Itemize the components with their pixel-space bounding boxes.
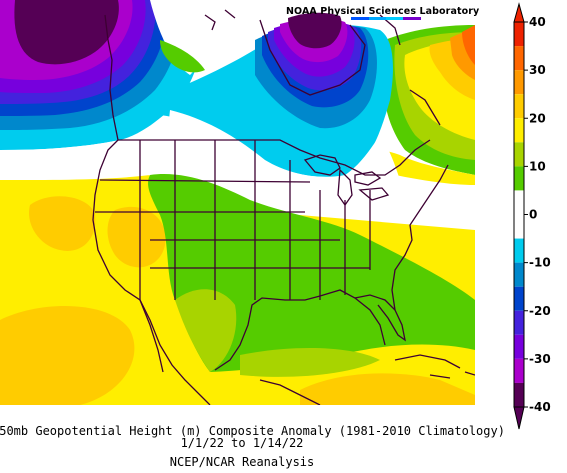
- colorbar-bin: [514, 310, 524, 335]
- colorbar-bin: [514, 262, 524, 287]
- colorbar-tick-label: -30: [529, 352, 551, 366]
- colorbar-bin: [514, 214, 524, 239]
- colorbar-tick-label: -40: [529, 400, 551, 414]
- colorbar-tick-label: 30: [529, 63, 546, 77]
- credit-title: NOAA Physical Sciences Laboratory: [286, 6, 480, 17]
- colorbar-bin: [514, 190, 524, 215]
- colorbar-tick-label: 20: [529, 111, 546, 125]
- colorbar-bin: [514, 22, 524, 47]
- credit-underline: [351, 17, 421, 20]
- colorbar-tick-label: -20: [529, 304, 551, 318]
- colorbar-bin: [514, 358, 524, 383]
- map-boundaries: [92, 9, 475, 405]
- colorbar: 40 30 20 10 0 -10 -20 -30 -40: [513, 2, 551, 430]
- colorbar-bin: [514, 118, 524, 143]
- colorbar-tick-label: 0: [529, 208, 537, 222]
- colorbar-bin: [514, 142, 524, 167]
- colorbar-min-arrow: [513, 406, 525, 430]
- colorbar-max-arrow: [513, 2, 525, 23]
- colorbar-tick-label: 40: [529, 15, 546, 29]
- colorbar-tick-label: 10: [529, 159, 546, 173]
- colorbar-bin: [514, 334, 524, 359]
- caption-source: NCEP/NCAR Reanalysis: [169, 455, 315, 469]
- colorbar-bin: [514, 286, 524, 311]
- caption-dates: 1/1/22 to 1/14/22: [180, 436, 304, 450]
- colorbar-bin: [514, 70, 524, 95]
- colorbar-bin: [514, 166, 524, 191]
- caption-title: 850mb Geopotential Height (m) Composite …: [0, 424, 505, 438]
- colorbar-bin: [514, 94, 524, 119]
- map-field: [0, 0, 475, 405]
- colorbar-bin: [514, 46, 524, 71]
- colorbar-bin: [514, 238, 524, 263]
- colorbar-bin: [514, 382, 524, 407]
- colorbar-tick-label: -10: [529, 256, 551, 270]
- anomaly-blob-west: [29, 196, 96, 251]
